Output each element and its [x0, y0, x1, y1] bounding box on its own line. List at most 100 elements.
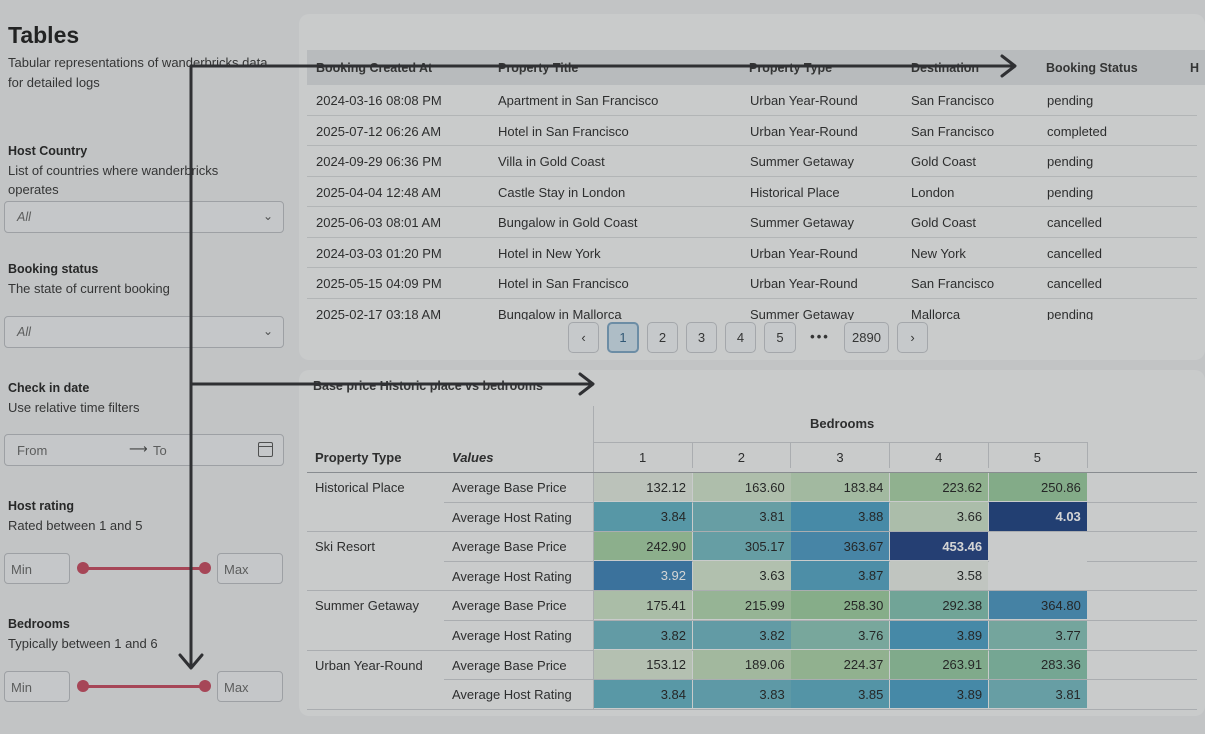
host-rating-min-input[interactable]: Min [4, 553, 70, 584]
table-cell: 2025-02-17 03:18 AM [316, 306, 442, 321]
table-cell: San Francisco [911, 93, 995, 108]
pivot-cell: 258.30 [791, 590, 890, 620]
date-from-input[interactable]: From [17, 443, 48, 458]
pivot-title: Base price Historic place vs bedrooms [313, 379, 543, 393]
table-cell: 2024-03-16 08:08 PM [316, 93, 442, 108]
table-cell: San Francisco [911, 276, 995, 291]
table-cell: New York [911, 245, 966, 261]
grid-line [889, 442, 891, 468]
column-header[interactable]: Property Title [498, 61, 579, 75]
pivot-cell: 3.82 [594, 620, 692, 649]
table-row[interactable]: 2025-07-12 06:26 AM Hotel in San Francisc… [307, 116, 1197, 146]
metric-label: Average Base Price [452, 480, 567, 495]
check-in-label: Check in date [8, 381, 90, 395]
table-cell: pending [1047, 154, 1094, 169]
booking-status-desc: The state of current booking [8, 281, 170, 296]
pivot-cell: 175.41 [594, 590, 692, 620]
table-cell: Apartment in San Francisco [498, 93, 659, 108]
table-row[interactable]: 2024-03-03 01:20 PM Hotel in New York Urba… [307, 238, 1197, 268]
pivot-cell: 3.85 [791, 679, 890, 709]
booking-status-label: Booking status [8, 262, 99, 276]
table-row[interactable]: 2025-05-15 04:09 PM Hotel in San Francisc… [307, 268, 1197, 299]
page-button-5[interactable]: 5 [764, 322, 796, 353]
bedrooms-min-handle[interactable] [77, 680, 89, 692]
table-cell: 2024-03-03 01:20 PM [316, 245, 442, 261]
bedrooms-max-input[interactable]: Max [217, 671, 283, 702]
booking-logs-panel: Booking Created At Property Title Proper… [299, 14, 1205, 360]
bedrooms-min-input[interactable]: Min [4, 671, 70, 702]
host-rating-slider[interactable] [82, 567, 206, 570]
table-row[interactable]: 2024-09-29 06:36 PM Villa in Gold Coast Su… [307, 146, 1197, 177]
column-header[interactable]: Destination [911, 61, 980, 75]
table-cell: Hotel in San Francisco [498, 276, 629, 291]
table-row[interactable]: 2025-02-17 03:18 AM Bungalow in Mallorca S… [307, 299, 1197, 321]
pivot-cell: 4.03 [988, 502, 1087, 531]
prev-page-button[interactable]: ‹ [568, 322, 599, 353]
arrow-right-icon: ⟶ [129, 441, 148, 456]
table-cell: Summer Getaway [750, 306, 855, 321]
pivot-cell: 292.38 [890, 590, 989, 620]
table-body: 2024-03-16 08:08 PM Apartment in San Fran… [299, 85, 1205, 320]
table-cell: Mallorca [911, 306, 961, 321]
table-row[interactable]: 2025-04-04 12:48 AM Castle Stay in London… [307, 177, 1197, 207]
table-cell: 2025-07-12 06:26 AM [316, 123, 442, 139]
pivot-cell: 3.83 [692, 679, 791, 709]
property-type-header: Property Type [315, 450, 402, 465]
chevron-down-icon: ⌄ [262, 324, 273, 338]
host-rating-min-handle[interactable] [77, 562, 89, 574]
property-type-label: Ski Resort [315, 539, 375, 555]
pivot-cell: 3.88 [791, 502, 890, 531]
page-button-4[interactable]: 4 [725, 322, 756, 353]
calendar-icon[interactable] [258, 442, 273, 457]
metric-label: Average Host Rating [452, 687, 572, 703]
table-cell: 2024-09-29 06:36 PM [316, 154, 442, 169]
table-row[interactable]: 2025-06-03 08:01 AM Bungalow in Gold Coas… [307, 207, 1197, 238]
host-country-desc: List of countries where wanderbricks ope… [8, 163, 219, 197]
page-button-2[interactable]: 2 [647, 322, 678, 353]
bedrooms-slider[interactable] [82, 685, 206, 688]
host-rating-max-input[interactable]: Max [217, 553, 283, 584]
bedrooms-max-handle[interactable] [199, 680, 211, 692]
table-cell: Gold Coast [911, 215, 977, 230]
property-type-label: Historical Place [315, 480, 405, 495]
column-header[interactable]: Booking Status [1046, 61, 1138, 75]
table-cell: Urban Year-Round [750, 245, 858, 261]
pagination-ellipsis[interactable]: ••• [810, 329, 830, 344]
table-row[interactable]: 2024-03-16 08:08 PM Apartment in San Fran… [307, 85, 1197, 116]
page-button-3[interactable]: 3 [686, 322, 717, 353]
pivot-cell: 183.84 [791, 472, 890, 501]
pivot-cell: 242.90 [594, 531, 692, 561]
table-cell: London [911, 184, 955, 200]
table-cell: Hotel in San Francisco [498, 123, 629, 139]
table-cell: Villa in Gold Coast [498, 154, 605, 169]
pivot-cell: 305.17 [692, 531, 791, 561]
table-cell: Gold Coast [911, 154, 977, 169]
host-rating-max-handle[interactable] [199, 562, 211, 574]
booking-status-select[interactable]: All ⌄ [4, 316, 284, 348]
bedrooms-column-header: 4 [935, 450, 943, 465]
column-header[interactable]: Booking Created At [316, 61, 433, 75]
pivot-cell: 3.89 [890, 620, 989, 649]
grid-line [1086, 442, 1088, 468]
property-type-label: Urban Year-Round [315, 657, 423, 673]
host-country-select[interactable]: All ⌄ [4, 201, 284, 233]
next-page-button[interactable]: › [897, 322, 928, 353]
date-to-input[interactable]: To [153, 443, 167, 458]
grid-line [593, 406, 594, 710]
page-button-last[interactable]: 2890 [844, 322, 889, 353]
page-button-1[interactable]: 1 [607, 322, 639, 353]
metric-label: Average Base Price [452, 539, 567, 555]
check-in-date-range[interactable]: From ⟶ To [4, 434, 284, 466]
filter-sidebar: Tables Tabular representations of wander… [0, 0, 290, 734]
pivot-cell: 3.92 [594, 561, 692, 590]
pivot-cell: 153.12 [594, 650, 692, 679]
column-header[interactable]: Property Type [749, 61, 833, 75]
host-rating-desc: Rated between 1 and 5 [8, 518, 143, 533]
bedrooms-column-header: 1 [639, 450, 647, 465]
chevron-down-icon: ⌄ [262, 209, 273, 223]
table-cell: San Francisco [911, 123, 995, 139]
pivot-cell: 453.46 [890, 531, 989, 561]
check-in-desc: Use relative time filters [8, 400, 140, 415]
pivot-cell: 3.82 [692, 620, 791, 649]
column-header[interactable]: H [1190, 61, 1200, 75]
